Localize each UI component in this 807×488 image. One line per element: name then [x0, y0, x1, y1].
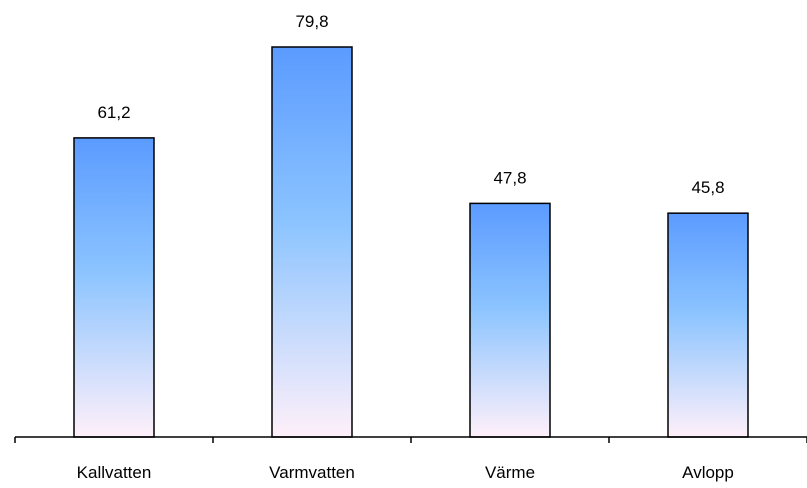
data-label-avlopp: 45,8: [691, 178, 724, 197]
data-label-kallvatten: 61,2: [97, 103, 130, 122]
bar-värme: [469, 202, 551, 438]
tick-label-varmvatten: Varmvatten: [269, 463, 355, 482]
bar-kallvatten: [73, 137, 155, 438]
tick-label-kallvatten: Kallvatten: [77, 463, 152, 482]
labels-layer: 61,2 Kallvatten 79,8 Varmvatten 47,8 Värme 45,…: [77, 12, 734, 482]
data-label-varmvatten: 79,8: [295, 12, 328, 31]
bar-varmvatten: [271, 46, 353, 438]
tick-label-värme: Värme: [485, 463, 535, 482]
tick-label-avlopp: Avlopp: [682, 463, 734, 482]
bar-avlopp: [667, 212, 749, 438]
data-label-värme: 47,8: [493, 168, 526, 187]
x-axis: [14, 436, 807, 443]
bars-layer: [73, 46, 749, 438]
